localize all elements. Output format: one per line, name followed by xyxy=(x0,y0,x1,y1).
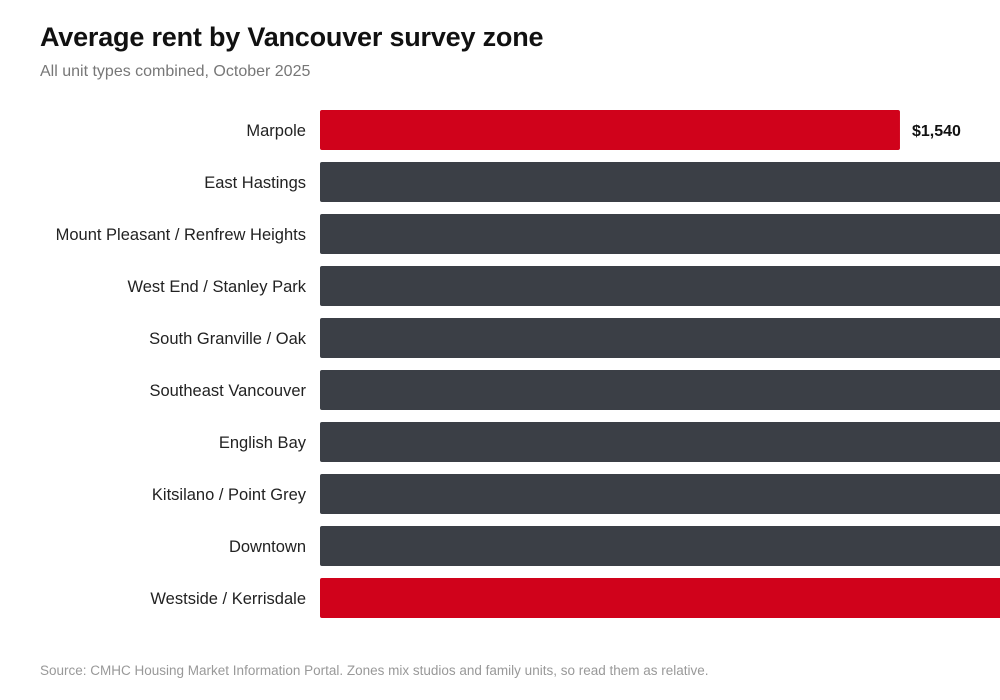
bar-mount-pleasant-renfrew-heights xyxy=(320,214,1000,254)
category-label-mount-pleasant-renfrew-heights: Mount Pleasant / Renfrew Heights xyxy=(56,226,306,244)
category-label-south-granville-oak: South Granville / Oak xyxy=(149,330,307,348)
category-label-english-bay: English Bay xyxy=(219,434,307,452)
category-label-westside-kerrisdale: Westside / Kerrisdale xyxy=(150,590,306,608)
bar-westside-kerrisdale xyxy=(320,578,1000,618)
bar-south-granville-oak xyxy=(320,318,1000,358)
bar-downtown xyxy=(320,526,1000,566)
category-label-downtown: Downtown xyxy=(229,538,306,556)
category-label-marpole: Marpole xyxy=(246,122,306,140)
chart-subtitle: All unit types combined, October 2025 xyxy=(40,63,311,80)
bar-west-end-stanley-park xyxy=(320,266,1000,306)
bar-east-hastings xyxy=(320,162,1000,202)
category-label-west-end-stanley-park: West End / Stanley Park xyxy=(127,278,306,296)
bar-kitsilano-point-grey xyxy=(320,474,1000,514)
source-note: Source: CMHC Housing Market Information … xyxy=(40,663,709,678)
bar-southeast-vancouver xyxy=(320,370,1000,410)
bar-marpole xyxy=(320,110,900,150)
category-label-kitsilano-point-grey: Kitsilano / Point Grey xyxy=(152,486,307,504)
category-label-east-hastings: East Hastings xyxy=(204,174,306,192)
bar-english-bay xyxy=(320,422,1000,462)
value-label-marpole: $1,540 xyxy=(912,123,961,140)
chart-title: Average rent by Vancouver survey zone xyxy=(40,22,544,52)
category-label-southeast-vancouver: Southeast Vancouver xyxy=(149,382,306,400)
